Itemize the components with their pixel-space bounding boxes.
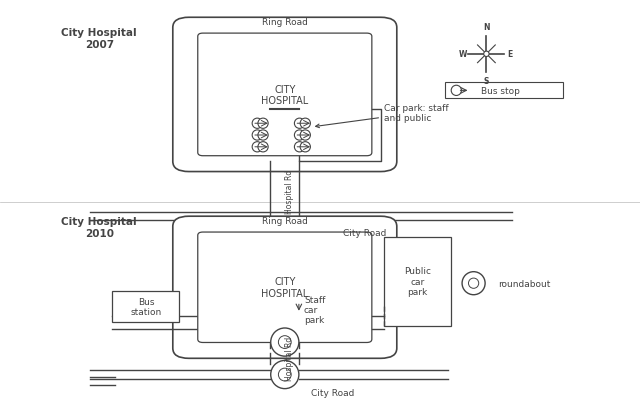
Ellipse shape — [278, 368, 291, 381]
Text: Car park: staff
and public: Car park: staff and public — [316, 104, 449, 128]
Text: City Hospital
2010: City Hospital 2010 — [61, 217, 137, 238]
Bar — [384, 237, 451, 326]
Ellipse shape — [294, 119, 305, 129]
Text: Hospital Rd: Hospital Rd — [285, 337, 294, 380]
Text: Hospital Rd: Hospital Rd — [285, 169, 294, 213]
Ellipse shape — [484, 52, 489, 58]
Text: Bus stop: Bus stop — [481, 87, 520, 96]
FancyBboxPatch shape — [173, 217, 397, 358]
Ellipse shape — [451, 86, 461, 96]
Text: W: W — [459, 50, 467, 59]
Ellipse shape — [258, 130, 268, 141]
Text: S: S — [484, 77, 489, 86]
Bar — [112, 292, 179, 322]
Text: City Road: City Road — [343, 229, 387, 238]
FancyBboxPatch shape — [173, 18, 397, 172]
Text: roundabout: roundabout — [498, 279, 550, 288]
Bar — [445, 83, 563, 99]
Ellipse shape — [252, 119, 262, 129]
Ellipse shape — [252, 142, 262, 153]
Ellipse shape — [258, 142, 268, 153]
FancyBboxPatch shape — [198, 232, 372, 343]
Text: Staff
car
park: Staff car park — [304, 295, 325, 325]
Text: CITY
HOSPITAL: CITY HOSPITAL — [261, 277, 308, 298]
Ellipse shape — [294, 142, 305, 153]
Text: City Road: City Road — [311, 388, 355, 397]
Text: City Hospital
2007: City Hospital 2007 — [61, 28, 137, 50]
Ellipse shape — [462, 272, 485, 295]
Text: Public
car
park: Public car park — [404, 266, 431, 296]
Text: Ring Road: Ring Road — [262, 216, 308, 225]
Ellipse shape — [278, 336, 291, 349]
Ellipse shape — [300, 142, 310, 153]
Text: CITY
HOSPITAL: CITY HOSPITAL — [261, 84, 308, 106]
Ellipse shape — [271, 328, 299, 356]
Ellipse shape — [271, 360, 299, 389]
Text: Bus
station: Bus station — [131, 297, 161, 316]
Ellipse shape — [300, 130, 310, 141]
Ellipse shape — [258, 119, 268, 129]
FancyBboxPatch shape — [198, 34, 372, 156]
Text: Ring Road: Ring Road — [262, 18, 308, 27]
Text: N: N — [483, 23, 490, 32]
Ellipse shape — [468, 278, 479, 289]
Ellipse shape — [300, 119, 310, 129]
Ellipse shape — [252, 130, 262, 141]
Ellipse shape — [294, 130, 305, 141]
Text: E: E — [507, 50, 513, 59]
